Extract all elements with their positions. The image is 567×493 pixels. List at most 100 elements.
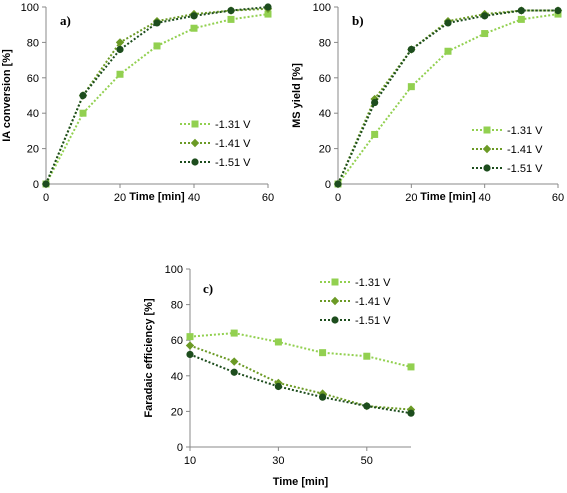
legend-label: -1.41 V [215, 138, 251, 150]
legend-marker [191, 120, 199, 128]
data-point [371, 130, 379, 138]
y-tick-label: 80 [319, 37, 331, 49]
x-tick-label: 0 [43, 192, 49, 204]
chart-panel-3: 0 20 40 60 80 100 10 30 50 Time [min] Faradaic eff… [143, 264, 416, 488]
legend-marker [191, 158, 199, 166]
chart-panel-2: 0 20 40 60 80 100 0 20 40 60 Time [min] MS yield [%… [291, 2, 564, 204]
panel-label: b) [352, 13, 364, 28]
data-point [444, 47, 452, 55]
legend-marker [330, 296, 340, 306]
x-tick-label: 30 [272, 455, 284, 467]
data-point [444, 19, 452, 27]
legend-marker [483, 164, 491, 172]
y-tick-label: 60 [319, 73, 331, 85]
legend-label: -1.51 V [215, 157, 251, 169]
legend-label: -1.51 V [355, 315, 391, 327]
data-point [481, 12, 489, 20]
legend-marker [483, 126, 491, 134]
y-tick-label: 0 [177, 442, 183, 454]
legend-label: -1.31 V [507, 125, 543, 137]
legend-marker [331, 316, 339, 324]
data-point [517, 6, 525, 15]
data-point [363, 402, 371, 410]
panel-label: a) [60, 13, 71, 28]
series-line-3 [337, 9, 558, 185]
data-point [230, 357, 239, 366]
legend-marker [482, 144, 492, 154]
data-point [153, 19, 161, 27]
data-point [153, 42, 161, 50]
data-point [190, 12, 198, 20]
data-point [517, 15, 525, 23]
y-tick-label: 20 [171, 406, 183, 418]
y-tick-label: 60 [27, 73, 39, 85]
series-line-1 [189, 332, 412, 368]
data-point [79, 109, 87, 117]
y-tick-label: 60 [171, 335, 183, 347]
x-axis-label: Time [min] [420, 191, 476, 203]
series-line-2 [337, 9, 558, 185]
data-point [407, 83, 415, 91]
data-point [115, 38, 125, 47]
data-point [185, 341, 195, 350]
chart-panel-1: 0 20 40 60 80 100 0 20 40 60 Time [min] IA conversi… [1, 2, 274, 204]
y-tick-label: 100 [21, 2, 39, 14]
x-tick-label: 20 [114, 192, 126, 204]
legend-label: -1.51 V [507, 163, 543, 175]
data-point [227, 15, 235, 23]
x-tick-label: 40 [188, 192, 200, 204]
x-tick-label: 10 [184, 455, 196, 467]
series-line-3 [189, 353, 412, 415]
y-tick-label: 20 [27, 144, 39, 156]
x-tick-label: 40 [479, 192, 491, 204]
x-axis-label: Time [min] [273, 476, 329, 488]
panel-label: c) [203, 281, 213, 296]
legend: -1.31 V -1.41 V -1.51 V [472, 125, 543, 175]
x-tick-label: 0 [335, 192, 341, 204]
y-tick-label: 20 [319, 144, 331, 156]
data-point [116, 70, 124, 78]
y-tick-label: 0 [325, 179, 331, 191]
y-tick-label: 100 [313, 2, 331, 14]
data-point [42, 180, 50, 188]
data-point [230, 329, 238, 337]
data-point [186, 333, 194, 341]
y-axis-label: IA conversion [%] [1, 49, 13, 142]
data-point [227, 6, 235, 15]
legend-label: -1.31 V [215, 119, 251, 131]
data-point [264, 3, 272, 11]
data-point [319, 349, 327, 357]
y-tick-label: 100 [165, 264, 183, 276]
legend-marker [331, 278, 339, 286]
data-point [481, 30, 489, 38]
legend: -1.31 V -1.41 V -1.51 V [320, 277, 391, 327]
y-tick-label: 40 [319, 108, 331, 120]
legend-label: -1.41 V [355, 296, 391, 308]
data-point [319, 393, 327, 401]
data-point [230, 368, 238, 376]
y-tick-label: 80 [171, 300, 183, 312]
x-tick-label: 50 [361, 455, 373, 467]
y-tick-label: 40 [171, 371, 183, 383]
x-tick-label: 60 [552, 192, 564, 204]
data-point [363, 352, 371, 360]
y-axis-label: Faradaic efficiency [%] [143, 298, 155, 418]
y-tick-label: 40 [27, 108, 39, 120]
x-tick-label: 20 [405, 192, 417, 204]
legend-label: -1.41 V [507, 144, 543, 156]
legend-marker [190, 138, 200, 148]
x-tick-label: 60 [262, 192, 274, 204]
data-point [274, 338, 282, 346]
data-point [407, 363, 415, 371]
data-point [407, 409, 415, 417]
data-point [116, 45, 124, 54]
y-axis-label: MS yield [%] [291, 63, 303, 128]
data-point [264, 10, 272, 18]
series-line-2 [189, 344, 412, 411]
y-tick-label: 80 [27, 37, 39, 49]
data-point [334, 180, 342, 188]
data-point [79, 91, 87, 100]
legend: -1.31 V -1.41 V -1.51 V [180, 119, 251, 169]
data-point [274, 382, 282, 391]
